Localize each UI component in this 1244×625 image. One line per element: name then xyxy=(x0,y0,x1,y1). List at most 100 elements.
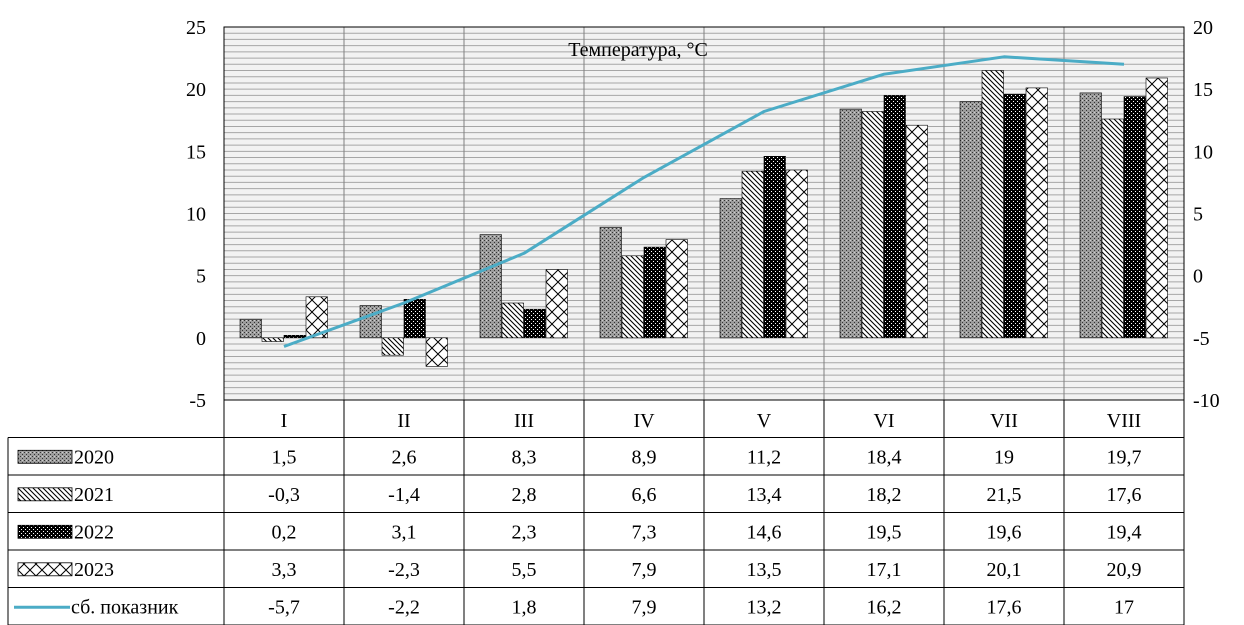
bar-2020-IV xyxy=(599,226,622,339)
data-cell: 3,3 xyxy=(272,559,297,581)
y-left-tick-label: 25 xyxy=(186,17,206,39)
data-cell: 20,9 xyxy=(1107,559,1142,581)
bar-2023-IV xyxy=(665,239,688,339)
bar-2022-IV xyxy=(643,246,666,339)
data-cell: 5,5 xyxy=(512,559,537,581)
data-cell: 17,1 xyxy=(867,559,902,581)
data-cell: 19 xyxy=(994,446,1014,468)
legend-label: сб. показник xyxy=(71,596,179,618)
legend-key-2022 xyxy=(17,524,73,539)
data-cell: -2,2 xyxy=(388,596,420,618)
data-cell: 19,5 xyxy=(867,521,902,543)
data-cell: 7,9 xyxy=(632,559,657,581)
data-cell: 11,2 xyxy=(747,446,781,468)
data-cell: -1,4 xyxy=(388,484,420,506)
legend-label: 2022 xyxy=(74,521,114,543)
bar-2023-VI xyxy=(905,124,928,339)
y-left-tick-label: 10 xyxy=(186,204,206,226)
data-cell: 17,6 xyxy=(1107,484,1142,506)
bar-2022-VIII xyxy=(1123,96,1146,339)
bar-2021-IV xyxy=(621,255,644,339)
y-left-tick-label: 15 xyxy=(186,141,206,163)
data-cell: 19,6 xyxy=(987,521,1022,543)
y-left-tick-label: -5 xyxy=(189,390,206,412)
category-label: IV xyxy=(633,410,655,432)
data-cell: 18,2 xyxy=(867,484,902,506)
y-left-tick-label: 5 xyxy=(196,266,206,288)
bar-2021-III xyxy=(501,302,524,339)
data-cell: 8,9 xyxy=(632,446,657,468)
bar-2022-I xyxy=(283,334,306,339)
data-cell: 16,2 xyxy=(867,596,902,618)
data-cell: 7,9 xyxy=(632,596,657,618)
bar-2022-VII xyxy=(1003,93,1026,339)
data-cell: 3,1 xyxy=(392,521,417,543)
data-cell: 1,8 xyxy=(512,596,537,618)
bar-2020-V xyxy=(719,198,742,339)
data-cell: 2,8 xyxy=(512,484,537,506)
category-label: VI xyxy=(873,410,894,432)
bar-2023-III xyxy=(545,269,568,339)
data-cell: 19,4 xyxy=(1107,521,1142,543)
bar-2022-II xyxy=(403,298,426,339)
data-cell: 21,5 xyxy=(987,484,1022,506)
bar-2023-VII xyxy=(1025,87,1048,339)
y-right-tick-label: 5 xyxy=(1193,204,1203,226)
data-cell: 6,6 xyxy=(632,484,657,506)
data-cell: -0,3 xyxy=(268,484,300,506)
y-left-tick-label: 0 xyxy=(196,328,206,350)
data-cell: -5,7 xyxy=(268,596,300,618)
bar-2023-II xyxy=(425,337,448,367)
category-label: VII xyxy=(990,410,1018,432)
data-cell: 7,3 xyxy=(632,521,657,543)
y-right-tick-label: 10 xyxy=(1193,141,1213,163)
bar-2021-VIII xyxy=(1101,118,1124,339)
category-label: I xyxy=(281,410,288,432)
category-label: III xyxy=(514,410,534,432)
data-cell: 1,5 xyxy=(272,446,297,468)
data-cell: 18,4 xyxy=(867,446,902,468)
bar-2020-III xyxy=(479,234,502,339)
bar-2023-VIII xyxy=(1145,77,1168,339)
y-right-tick-label: -10 xyxy=(1193,390,1220,412)
bar-2023-V xyxy=(785,169,808,339)
legend-label: 2021 xyxy=(74,484,114,506)
category-label: II xyxy=(397,410,410,432)
data-cell: 17 xyxy=(1114,596,1134,618)
y-right-tick-label: -5 xyxy=(1193,328,1210,350)
legend-key-2021 xyxy=(17,487,73,502)
bar-2021-II xyxy=(381,337,404,356)
bar-2020-VII xyxy=(959,101,982,339)
data-cell: 13,4 xyxy=(747,484,782,506)
data-cell: 20,1 xyxy=(987,559,1022,581)
bar-2021-V xyxy=(741,170,764,339)
category-label: V xyxy=(757,410,772,432)
data-cell: 13,5 xyxy=(747,559,782,581)
bar-2020-II xyxy=(359,305,382,339)
category-label: VIII xyxy=(1107,410,1141,432)
bar-2021-I xyxy=(261,337,284,342)
data-cell: 8,3 xyxy=(512,446,537,468)
data-cell: 19,7 xyxy=(1107,446,1142,468)
y-left-tick-label: 20 xyxy=(186,79,206,101)
bar-2022-III xyxy=(523,308,546,339)
data-cell: 13,2 xyxy=(747,596,782,618)
chart-annotation: Температура, °С xyxy=(568,39,708,61)
data-cell: 2,6 xyxy=(392,446,417,468)
legend-key-2020 xyxy=(17,449,73,464)
y-right-tick-label: 0 xyxy=(1193,266,1203,288)
data-cell: 14,6 xyxy=(747,521,782,543)
legend-label: 2023 xyxy=(74,559,114,581)
legend-key-2023 xyxy=(17,562,73,577)
bar-2020-VIII xyxy=(1079,92,1102,339)
data-cell: 17,6 xyxy=(987,596,1022,618)
bar-2021-VI xyxy=(861,111,884,339)
line-series xyxy=(283,55,1125,348)
bar-2020-VI xyxy=(839,108,862,339)
y-right-tick-label: 15 xyxy=(1193,79,1213,101)
data-cell: 0,2 xyxy=(272,521,297,543)
legend-label: 2020 xyxy=(74,446,114,468)
data-cell: 2,3 xyxy=(512,521,537,543)
data-cell: -2,3 xyxy=(388,559,420,581)
